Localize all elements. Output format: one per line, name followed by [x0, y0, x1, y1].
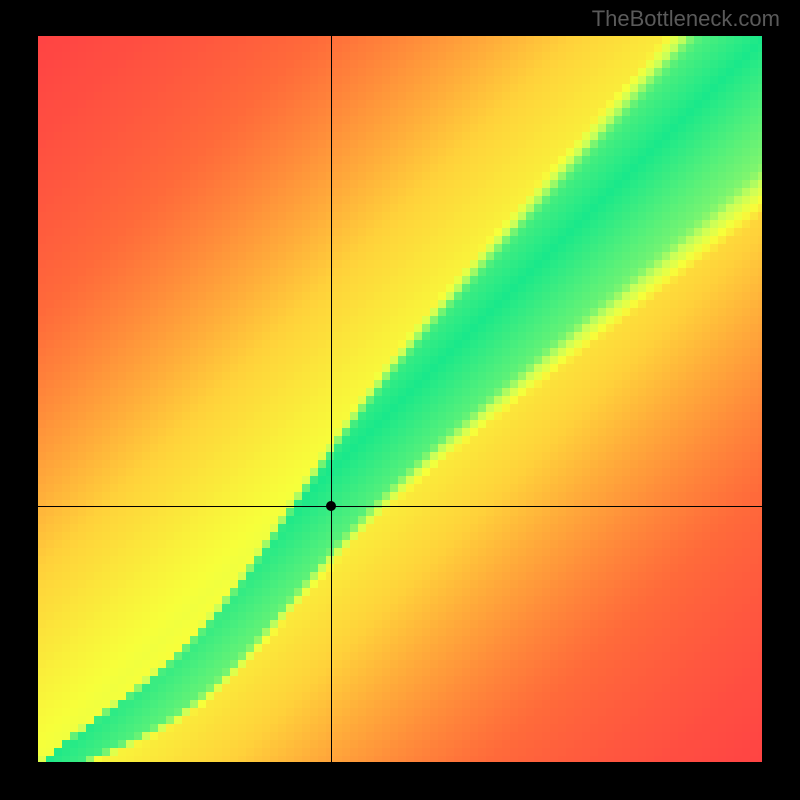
- heatmap-canvas: [38, 36, 762, 762]
- watermark-text: TheBottleneck.com: [592, 6, 780, 32]
- crosshair-vertical: [331, 36, 332, 762]
- crosshair-horizontal: [38, 506, 762, 507]
- chart-container: TheBottleneck.com: [0, 0, 800, 800]
